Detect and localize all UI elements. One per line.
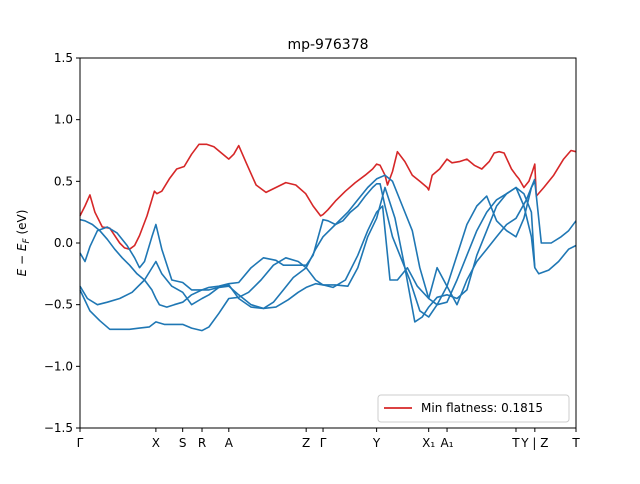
x-tick-label-4: A bbox=[225, 436, 234, 450]
x-tick-label-12: T bbox=[571, 436, 580, 450]
y-tick-label-2: 0.5 bbox=[54, 174, 73, 188]
y-tick-label-1: 1.0 bbox=[54, 113, 73, 127]
x-tick-label-6: Γ bbox=[320, 436, 327, 450]
series-layer bbox=[79, 143, 577, 332]
x-tick-label-9: A₁ bbox=[441, 436, 454, 450]
legend-box bbox=[377, 394, 570, 423]
band-line-4 bbox=[79, 186, 536, 332]
y-tick-label-4: −0.5 bbox=[44, 298, 73, 312]
x-tick-label-3: R bbox=[198, 436, 206, 450]
x-tick-label-10: T bbox=[511, 436, 520, 450]
band-line-1 bbox=[79, 180, 577, 318]
legend-label: Min flatness: 0.1815 bbox=[421, 401, 543, 415]
x-tick-label-11: Y | Z bbox=[520, 436, 548, 450]
chart-title: mp-976378 bbox=[287, 37, 368, 53]
band-line-2 bbox=[79, 178, 536, 310]
y-axis-label: E − EF (eV) bbox=[15, 210, 32, 277]
legend: Min flatness: 0.1815 bbox=[377, 394, 570, 423]
x-tick-label-7: Y bbox=[372, 436, 381, 450]
x-tick-label-2: S bbox=[179, 436, 187, 450]
x-tick-label-5: Z bbox=[302, 436, 310, 450]
y-axis-label-subscript: F bbox=[22, 238, 32, 244]
y-axis-label-unit: (eV) bbox=[15, 210, 29, 239]
x-tick-label-0: Γ bbox=[77, 436, 84, 450]
y-axis-label-main: E − E bbox=[15, 243, 29, 276]
plot-frame bbox=[79, 57, 577, 429]
x-tick-label-8: X₁ bbox=[422, 436, 435, 450]
x-tick-label-1: X bbox=[152, 436, 160, 450]
y-tick-label-5: −1.0 bbox=[44, 359, 73, 373]
y-axis-ticks: 1.5 1.0 0.5 0.0 −0.5 −1.0 −1.5 bbox=[44, 51, 80, 435]
y-tick-label-3: 0.0 bbox=[54, 236, 73, 250]
band-line-0 bbox=[79, 143, 577, 250]
y-tick-label-0: 1.5 bbox=[54, 51, 73, 65]
y-tick-label-6: −1.5 bbox=[44, 421, 73, 435]
